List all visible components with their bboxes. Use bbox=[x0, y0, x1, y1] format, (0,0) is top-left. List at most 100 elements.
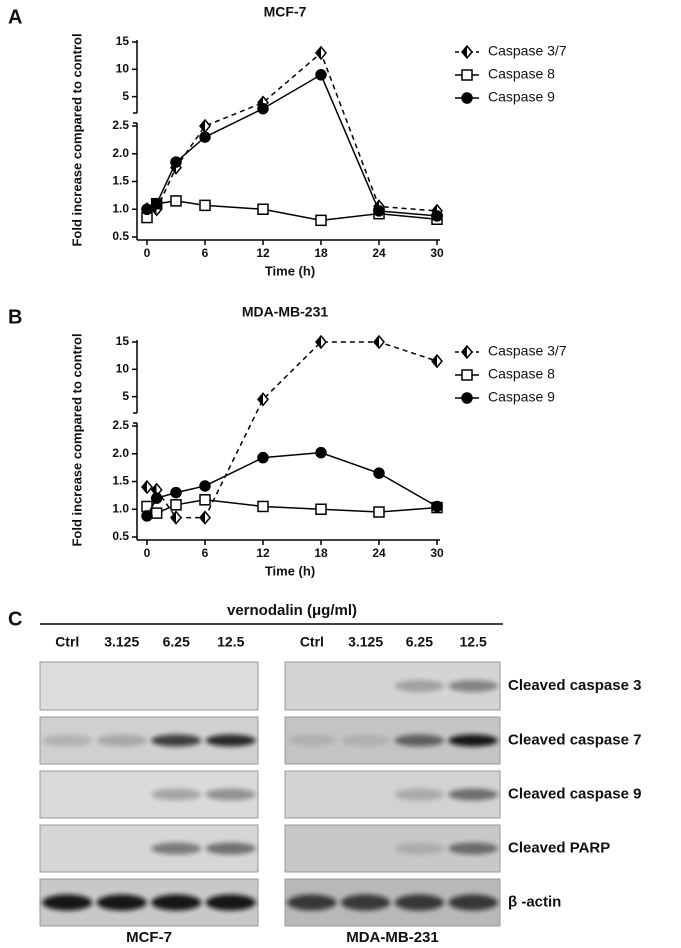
y-axis-label: Fold increase compared to control bbox=[69, 333, 84, 546]
y-tick-label: 5 bbox=[122, 389, 129, 403]
marker bbox=[170, 156, 182, 168]
marker bbox=[170, 510, 182, 525]
blot-band bbox=[205, 894, 256, 911]
marker bbox=[431, 210, 443, 222]
marker bbox=[315, 45, 327, 61]
marker bbox=[170, 486, 182, 499]
marker bbox=[315, 69, 327, 81]
marker bbox=[199, 510, 211, 525]
marker bbox=[141, 479, 153, 495]
marker bbox=[315, 503, 327, 515]
blot-band bbox=[287, 894, 337, 911]
x-tick-label: 18 bbox=[314, 246, 328, 260]
marker bbox=[315, 334, 327, 350]
cell-line-label: MDA-MB-231 bbox=[346, 929, 439, 946]
series-line bbox=[147, 51, 438, 212]
marker bbox=[315, 446, 327, 459]
marker bbox=[141, 510, 153, 522]
legend-label: Caspase 9 bbox=[488, 89, 555, 105]
blot-band bbox=[394, 894, 445, 911]
legend-label: Caspase 9 bbox=[488, 389, 555, 405]
blot-band bbox=[394, 842, 445, 855]
x-tick-label: 0 bbox=[144, 546, 151, 560]
y-tick-label: 0.5 bbox=[112, 229, 129, 243]
marker bbox=[199, 199, 211, 212]
blot-band bbox=[394, 680, 445, 692]
blot-band bbox=[448, 734, 498, 747]
blot-band bbox=[205, 788, 256, 801]
marker bbox=[141, 203, 153, 215]
series-line bbox=[146, 499, 438, 514]
chart-title: MCF-7 bbox=[264, 4, 307, 20]
legend-marker bbox=[461, 92, 473, 104]
chart-title: MDA-MB-231 bbox=[242, 304, 329, 320]
marker bbox=[373, 205, 385, 217]
x-tick-label: 12 bbox=[256, 546, 270, 560]
blot-band bbox=[42, 894, 93, 911]
marker bbox=[150, 197, 163, 210]
y-axis-label: Fold increase compared to control bbox=[69, 33, 84, 246]
blot-band bbox=[340, 894, 391, 911]
x-tick-label: 6 bbox=[202, 246, 209, 260]
marker bbox=[257, 102, 269, 115]
legend-label: Caspase 3/7 bbox=[488, 343, 567, 359]
y-tick-label: 15 bbox=[116, 34, 130, 48]
legend-label: Caspase 3/7 bbox=[488, 43, 567, 59]
legend-marker bbox=[461, 344, 473, 360]
blot-band bbox=[448, 842, 498, 855]
lane-label: 3.125 bbox=[104, 634, 139, 650]
marker bbox=[431, 353, 443, 369]
lane-label: 6.25 bbox=[406, 634, 433, 650]
x-tick-label: 12 bbox=[256, 246, 270, 260]
legend-marker bbox=[461, 69, 473, 81]
y-tick-label: 1.0 bbox=[112, 501, 129, 515]
blot-band bbox=[448, 680, 498, 692]
y-tick-label: 2.0 bbox=[112, 446, 129, 460]
lane-label: 12.5 bbox=[460, 634, 487, 650]
y-tick-label: 5 bbox=[122, 89, 129, 103]
y-tick-label: 10 bbox=[116, 61, 130, 75]
blot-band bbox=[205, 734, 256, 747]
blot-strip bbox=[39, 661, 259, 711]
y-tick-label: 1.5 bbox=[112, 174, 129, 188]
y-tick-label: 2.5 bbox=[112, 418, 129, 432]
x-tick-label: 24 bbox=[372, 546, 386, 560]
x-tick-label: 24 bbox=[372, 246, 386, 260]
panel-label: B bbox=[8, 306, 22, 328]
y-tick-label: 1.5 bbox=[112, 474, 129, 488]
x-axis-label: Time (h) bbox=[265, 563, 315, 578]
y-tick-label: 0.5 bbox=[112, 529, 129, 543]
series-line bbox=[146, 73, 438, 217]
marker bbox=[150, 507, 163, 519]
blot-band bbox=[96, 734, 147, 747]
marker bbox=[199, 131, 211, 143]
blot-band bbox=[287, 734, 337, 747]
x-tick-label: 6 bbox=[202, 546, 209, 560]
blot-header: vernodalin (μg/ml) bbox=[227, 602, 357, 619]
lane-label: 6.25 bbox=[163, 634, 190, 650]
marker bbox=[170, 195, 182, 207]
y-tick-label: 15 bbox=[116, 334, 130, 348]
legend-marker bbox=[461, 44, 473, 60]
protein-label: Cleaved PARP bbox=[508, 839, 610, 856]
marker bbox=[199, 480, 211, 492]
marker bbox=[373, 334, 385, 350]
x-tick-label: 0 bbox=[144, 246, 151, 260]
x-tick-label: 18 bbox=[314, 546, 328, 560]
marker bbox=[199, 494, 211, 506]
blot-band bbox=[42, 734, 93, 747]
marker bbox=[150, 492, 163, 504]
panel-label: A bbox=[8, 6, 22, 28]
series-line bbox=[146, 451, 438, 517]
lane-label: Ctrl bbox=[300, 634, 324, 650]
cell-line-label: MCF-7 bbox=[126, 929, 172, 946]
blot-band bbox=[151, 842, 202, 855]
blot-band bbox=[151, 734, 202, 747]
marker bbox=[257, 203, 269, 215]
marker bbox=[315, 214, 327, 227]
protein-label: Cleaved caspase 7 bbox=[508, 731, 641, 748]
marker bbox=[257, 500, 269, 513]
y-tick-label: 2.5 bbox=[112, 118, 129, 132]
protein-label: Cleaved caspase 3 bbox=[508, 677, 641, 694]
marker bbox=[431, 500, 443, 513]
